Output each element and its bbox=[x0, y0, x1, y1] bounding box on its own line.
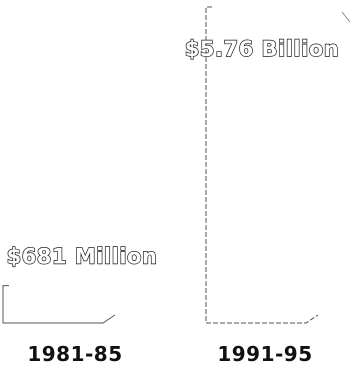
scan-artifact-mark bbox=[341, 11, 351, 23]
bar-1991-95 bbox=[205, 6, 319, 324]
value-label-1981-85: $681 Million bbox=[7, 245, 158, 269]
category-label-1981-85: 1981-85 bbox=[27, 342, 122, 366]
bar-1981-85 bbox=[2, 285, 116, 324]
category-labels-group: 1981-85 1991-95 bbox=[27, 342, 312, 366]
category-label-1991-95: 1991-95 bbox=[217, 342, 312, 366]
value-labels-group: $681 Million $5.76 Billion bbox=[6, 36, 340, 269]
bars-group bbox=[2, 6, 319, 324]
value-label-1991-95: $5.76 Billion bbox=[185, 37, 339, 61]
